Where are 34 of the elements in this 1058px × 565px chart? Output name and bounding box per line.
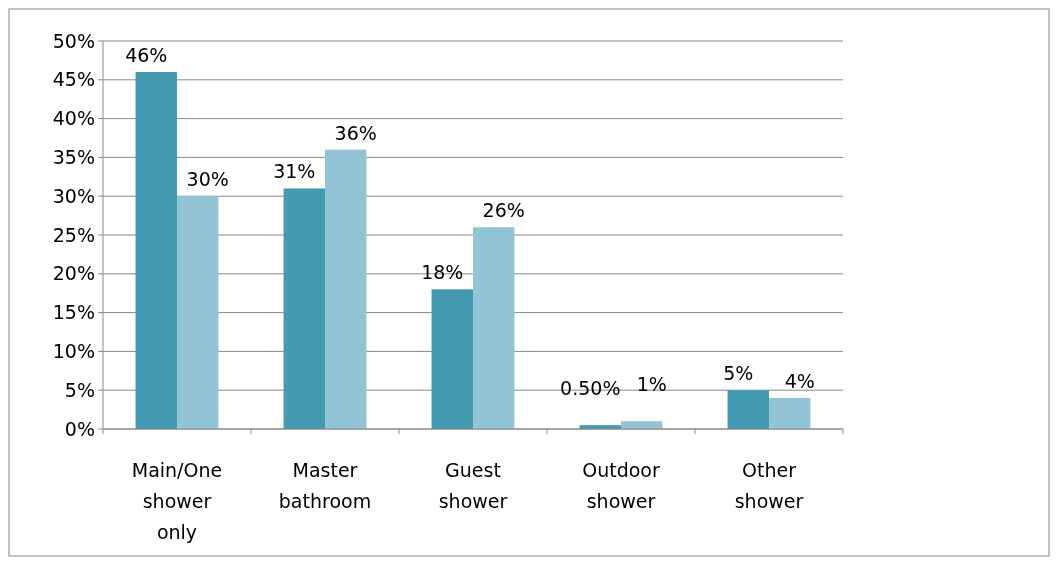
y-tick-label: 10% [52,340,95,363]
y-tick-label: 35% [52,146,95,169]
data-label: 18% [421,261,464,284]
bar [431,289,473,429]
bar [769,397,811,429]
data-label: 31% [273,160,316,183]
data-label: 30% [186,168,229,191]
data-label: 36% [334,121,377,144]
data-label: 46% [125,44,168,67]
data-label: 1% [636,373,667,396]
x-tick-label: Main/One shower only [131,459,223,543]
bar [177,196,219,429]
data-label: 4% [784,369,815,392]
y-tick-label: 0% [64,417,95,440]
x-tick-label: Guest shower [438,459,508,512]
x-tick-label: Master bathroom [278,459,372,512]
bar [727,390,769,429]
y-tick-label: 45% [52,68,95,91]
data-label: 26% [482,199,525,222]
bar [283,188,325,429]
y-tick-label: 15% [52,301,95,324]
bar [135,72,177,429]
y-tick-label: 30% [52,184,95,207]
y-tick-label: 5% [64,378,95,401]
data-label: 5% [723,362,754,385]
y-tick-label: 40% [52,107,95,130]
y-tick-label: 50% [52,29,95,52]
y-tick-label: 20% [52,262,95,285]
bar [325,149,367,429]
x-tick-label: Outdoor shower [582,459,660,512]
data-label: 0.50% [560,377,621,400]
y-tick-label: 25% [52,223,95,246]
bar [473,227,515,429]
x-tick-label: Other shower [734,459,804,512]
